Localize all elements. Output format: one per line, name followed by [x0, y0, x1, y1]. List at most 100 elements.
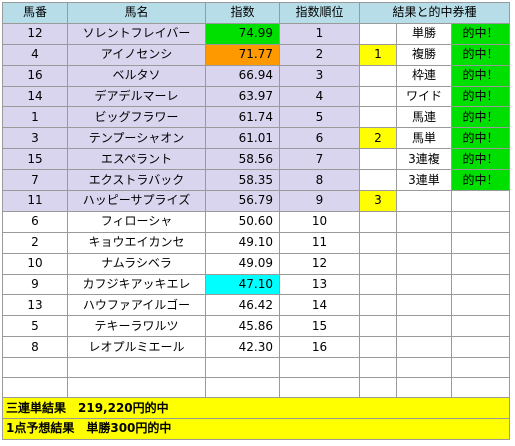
- finish-place-cell[interactable]: 1: [359, 43, 397, 66]
- hit-status-cell[interactable]: 的中！: [451, 127, 510, 150]
- score-cell[interactable]: 66.94: [205, 64, 280, 87]
- finish-place-cell[interactable]: [359, 336, 397, 359]
- score-rank-cell[interactable]: 9: [279, 190, 360, 212]
- horse-name-cell[interactable]: キョウエイカンセ: [67, 231, 206, 254]
- score-cell[interactable]: 50.60: [205, 210, 280, 233]
- horse-number-cell[interactable]: 6: [2, 210, 68, 233]
- ticket-type-cell[interactable]: 3連単: [396, 169, 452, 192]
- hit-status-cell[interactable]: 的中！: [451, 169, 510, 192]
- header-score[interactable]: 指数: [205, 2, 280, 24]
- score-rank-cell[interactable]: 7: [279, 148, 360, 171]
- finish-place-cell[interactable]: [359, 231, 397, 254]
- horse-number-cell[interactable]: 1: [2, 106, 68, 129]
- ticket-type-cell[interactable]: [396, 231, 452, 254]
- score-rank-cell[interactable]: 2: [279, 43, 360, 66]
- ticket-type-cell[interactable]: [396, 252, 452, 275]
- score-cell[interactable]: 58.35: [205, 169, 280, 192]
- finish-place-cell[interactable]: [359, 294, 397, 317]
- ticket-type-cell[interactable]: 馬連: [396, 106, 452, 129]
- score-cell[interactable]: 46.42: [205, 294, 280, 317]
- horse-number-cell[interactable]: 14: [2, 85, 68, 108]
- score-cell[interactable]: 61.01: [205, 127, 280, 150]
- empty-cell[interactable]: [396, 377, 452, 399]
- score-cell[interactable]: 58.56: [205, 148, 280, 171]
- empty-cell[interactable]: [359, 357, 397, 379]
- horse-number-cell[interactable]: 9: [2, 273, 68, 296]
- finish-place-cell[interactable]: [359, 85, 397, 108]
- single-pick-result[interactable]: 1点予想結果 単勝300円的中: [2, 418, 510, 440]
- horse-number-cell[interactable]: 7: [2, 169, 68, 192]
- empty-cell[interactable]: [205, 357, 280, 379]
- ticket-type-cell[interactable]: 馬単: [396, 127, 452, 150]
- horse-name-cell[interactable]: アイノセンシ: [67, 43, 206, 66]
- horse-number-cell[interactable]: 12: [2, 22, 68, 45]
- horse-name-cell[interactable]: ベルタソ: [67, 64, 206, 87]
- score-cell[interactable]: 49.10: [205, 231, 280, 254]
- score-rank-cell[interactable]: 13: [279, 273, 360, 296]
- header-horse-name[interactable]: 馬名: [67, 2, 206, 24]
- score-rank-cell[interactable]: 8: [279, 169, 360, 192]
- horse-name-cell[interactable]: レオプルミエール: [67, 336, 206, 359]
- score-rank-cell[interactable]: 1: [279, 22, 360, 45]
- score-cell[interactable]: 45.86: [205, 315, 280, 338]
- empty-cell[interactable]: [67, 357, 206, 379]
- horse-name-cell[interactable]: ハッピーサプライズ: [67, 190, 206, 212]
- horse-name-cell[interactable]: エスペラント: [67, 148, 206, 171]
- score-cell[interactable]: 47.10: [205, 273, 280, 296]
- horse-number-cell[interactable]: 5: [2, 315, 68, 338]
- horse-name-cell[interactable]: カフジキアッキエレ: [67, 273, 206, 296]
- horse-number-cell[interactable]: 4: [2, 43, 68, 66]
- hit-status-cell[interactable]: [451, 294, 510, 317]
- empty-cell[interactable]: [451, 377, 510, 399]
- ticket-type-cell[interactable]: ワイド: [396, 85, 452, 108]
- score-rank-cell[interactable]: 3: [279, 64, 360, 87]
- score-rank-cell[interactable]: 5: [279, 106, 360, 129]
- hit-status-cell[interactable]: 的中！: [451, 22, 510, 45]
- horse-number-cell[interactable]: 13: [2, 294, 68, 317]
- score-cell[interactable]: 74.99: [205, 22, 280, 45]
- finish-place-cell[interactable]: [359, 210, 397, 233]
- hit-status-cell[interactable]: [451, 210, 510, 233]
- header-score-rank[interactable]: 指数順位: [279, 2, 360, 24]
- finish-place-cell[interactable]: [359, 106, 397, 129]
- horse-number-cell[interactable]: 15: [2, 148, 68, 171]
- hit-status-cell[interactable]: [451, 231, 510, 254]
- hit-status-cell[interactable]: 的中！: [451, 148, 510, 171]
- horse-name-cell[interactable]: テンプーシャオン: [67, 127, 206, 150]
- header-horse-number[interactable]: 馬番: [2, 2, 68, 24]
- finish-place-cell[interactable]: [359, 315, 397, 338]
- ticket-type-cell[interactable]: [396, 315, 452, 338]
- empty-cell[interactable]: [67, 377, 206, 399]
- finish-place-cell[interactable]: [359, 169, 397, 192]
- score-rank-cell[interactable]: 16: [279, 336, 360, 359]
- finish-place-cell[interactable]: [359, 148, 397, 171]
- ticket-type-cell[interactable]: [396, 190, 452, 212]
- horse-name-cell[interactable]: エクストラバック: [67, 169, 206, 192]
- empty-cell[interactable]: [359, 377, 397, 399]
- horse-name-cell[interactable]: ソレントフレイバー: [67, 22, 206, 45]
- horse-number-cell[interactable]: 2: [2, 231, 68, 254]
- hit-status-cell[interactable]: [451, 273, 510, 296]
- horse-number-cell[interactable]: 10: [2, 252, 68, 275]
- header-result-ticket[interactable]: 結果と的中券種: [359, 2, 510, 24]
- ticket-type-cell[interactable]: 複勝: [396, 43, 452, 66]
- hit-status-cell[interactable]: [451, 336, 510, 359]
- score-cell[interactable]: 63.97: [205, 85, 280, 108]
- finish-place-cell[interactable]: 2: [359, 127, 397, 150]
- score-rank-cell[interactable]: 10: [279, 210, 360, 233]
- score-cell[interactable]: 56.79: [205, 190, 280, 212]
- finish-place-cell[interactable]: [359, 22, 397, 45]
- horse-name-cell[interactable]: フィローシャ: [67, 210, 206, 233]
- ticket-type-cell[interactable]: [396, 336, 452, 359]
- finish-place-cell[interactable]: [359, 273, 397, 296]
- hit-status-cell[interactable]: [451, 315, 510, 338]
- ticket-type-cell[interactable]: 単勝: [396, 22, 452, 45]
- horse-number-cell[interactable]: 8: [2, 336, 68, 359]
- ticket-type-cell[interactable]: [396, 273, 452, 296]
- hit-status-cell[interactable]: 的中！: [451, 106, 510, 129]
- empty-cell[interactable]: [2, 377, 68, 399]
- horse-name-cell[interactable]: ナムラシベラ: [67, 252, 206, 275]
- score-rank-cell[interactable]: 12: [279, 252, 360, 275]
- score-cell[interactable]: 61.74: [205, 106, 280, 129]
- horse-number-cell[interactable]: 11: [2, 190, 68, 212]
